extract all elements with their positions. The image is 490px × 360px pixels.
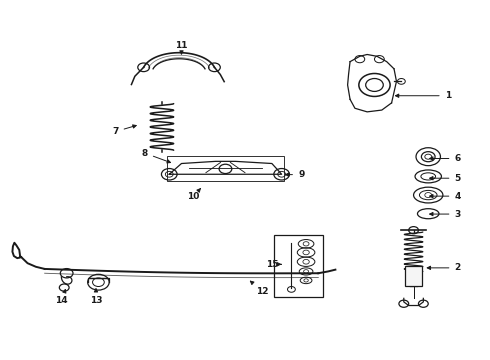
- Bar: [167, 156, 284, 181]
- Text: 9: 9: [286, 170, 304, 179]
- Text: 14: 14: [55, 289, 68, 305]
- Text: 4: 4: [430, 192, 461, 201]
- Text: 15: 15: [266, 260, 281, 269]
- Text: 13: 13: [90, 289, 102, 305]
- Bar: [274, 235, 323, 297]
- Text: 6: 6: [430, 154, 461, 163]
- Text: 1: 1: [395, 91, 451, 100]
- Text: 3: 3: [430, 210, 461, 219]
- Text: 12: 12: [250, 281, 269, 296]
- Text: 11: 11: [175, 41, 188, 54]
- Text: 2: 2: [427, 264, 461, 273]
- Bar: [405, 266, 422, 286]
- Text: 10: 10: [188, 189, 200, 201]
- Text: 5: 5: [430, 174, 461, 183]
- Text: 7: 7: [112, 125, 136, 136]
- Text: 8: 8: [142, 149, 171, 163]
